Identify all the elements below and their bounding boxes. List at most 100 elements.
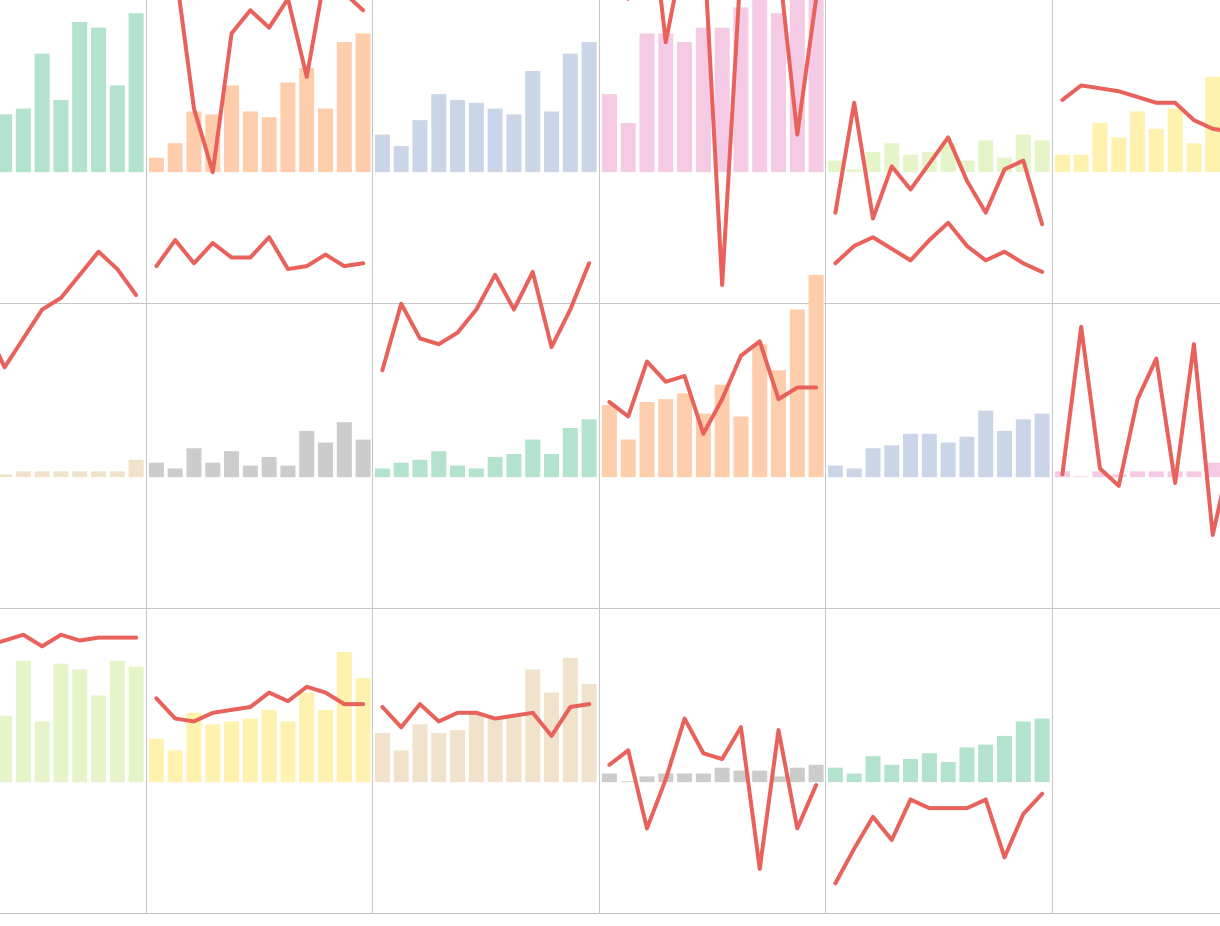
chart-panel-2[interactable]: [373, 0, 600, 304]
bar[interactable]: [903, 154, 919, 173]
bar[interactable]: [1110, 137, 1126, 173]
line-series[interactable]: [380, 261, 592, 373]
bar[interactable]: [317, 442, 333, 478]
bar[interactable]: [601, 773, 617, 783]
chart-panel-4[interactable]: [826, 0, 1053, 304]
bar[interactable]: [978, 140, 994, 173]
line-series[interactable]: [1059, 324, 1220, 541]
bar[interactable]: [242, 465, 258, 478]
bar[interactable]: [827, 160, 843, 173]
bar[interactable]: [1015, 721, 1031, 783]
bar[interactable]: [1073, 476, 1089, 478]
chart-panel-6[interactable]: [0, 249, 147, 609]
bar[interactable]: [506, 454, 522, 478]
bar[interactable]: [884, 445, 900, 478]
bar[interactable]: [789, 309, 805, 478]
bar[interactable]: [562, 657, 578, 783]
bar[interactable]: [261, 709, 277, 783]
bar[interactable]: [72, 471, 88, 478]
line-series[interactable]: [0, 249, 139, 443]
bar[interactable]: [412, 120, 428, 173]
bar[interactable]: [695, 27, 711, 173]
chart-panel-12[interactable]: [0, 609, 147, 914]
chart-panel-15[interactable]: [599, 609, 826, 914]
bar[interactable]: [53, 663, 69, 783]
bar[interactable]: [91, 27, 107, 173]
bar[interactable]: [450, 465, 466, 478]
bar[interactable]: [242, 111, 258, 173]
line-series[interactable]: [833, 220, 1045, 274]
bar[interactable]: [53, 471, 69, 478]
bar[interactable]: [562, 428, 578, 478]
bar[interactable]: [921, 753, 937, 783]
bar[interactable]: [91, 471, 107, 478]
bar[interactable]: [506, 715, 522, 783]
chart-panel-16[interactable]: [826, 609, 1053, 914]
bar[interactable]: [751, 770, 767, 783]
bar[interactable]: [393, 146, 409, 173]
bar[interactable]: [657, 33, 673, 173]
bar[interactable]: [148, 157, 164, 173]
bar[interactable]: [167, 143, 183, 173]
bar[interactable]: [1073, 154, 1089, 173]
bar[interactable]: [298, 692, 314, 783]
bar[interactable]: [1034, 413, 1050, 478]
bar[interactable]: [525, 669, 541, 783]
bar[interactable]: [959, 747, 975, 783]
line-series[interactable]: [153, 235, 365, 272]
bar[interactable]: [638, 33, 654, 173]
bar[interactable]: [638, 402, 654, 478]
bar[interactable]: [581, 42, 597, 173]
bar[interactable]: [148, 462, 164, 478]
bar[interactable]: [242, 718, 258, 783]
bar[interactable]: [978, 744, 994, 783]
bar[interactable]: [468, 712, 484, 783]
bar[interactable]: [1185, 471, 1201, 478]
bar[interactable]: [865, 151, 881, 173]
bar[interactable]: [185, 448, 201, 478]
bar[interactable]: [336, 422, 352, 478]
bar[interactable]: [15, 660, 31, 783]
bar[interactable]: [468, 102, 484, 173]
chart-panel-9[interactable]: [599, 274, 826, 609]
bar[interactable]: [374, 468, 390, 478]
bar[interactable]: [827, 465, 843, 478]
bar[interactable]: [808, 0, 824, 173]
bar[interactable]: [204, 724, 220, 783]
bar[interactable]: [298, 430, 314, 478]
bar[interactable]: [884, 764, 900, 783]
bar[interactable]: [393, 750, 409, 783]
bar[interactable]: [1091, 123, 1107, 173]
bar[interactable]: [770, 13, 786, 173]
bar[interactable]: [355, 439, 371, 478]
bar[interactable]: [279, 721, 295, 783]
bar[interactable]: [450, 99, 466, 173]
bar[interactable]: [714, 767, 730, 783]
line-series[interactable]: [156, 0, 365, 175]
line-series[interactable]: [606, 339, 818, 436]
bar[interactable]: [808, 274, 824, 478]
bar[interactable]: [846, 468, 862, 478]
bar[interactable]: [72, 21, 88, 173]
chart-panel-8[interactable]: [373, 261, 600, 609]
bar[interactable]: [1034, 140, 1050, 173]
chart-panel-3[interactable]: [599, 0, 826, 304]
bar[interactable]: [865, 756, 881, 783]
bar[interactable]: [487, 718, 503, 783]
bar[interactable]: [525, 70, 541, 173]
bar[interactable]: [751, 0, 767, 173]
bar[interactable]: [336, 42, 352, 173]
bar[interactable]: [978, 410, 994, 478]
bar[interactable]: [1129, 471, 1145, 478]
bar[interactable]: [317, 108, 333, 173]
bar[interactable]: [128, 666, 144, 783]
bar[interactable]: [0, 474, 13, 478]
bar[interactable]: [884, 143, 900, 173]
bar[interactable]: [109, 471, 125, 478]
bar[interactable]: [751, 344, 767, 478]
bar[interactable]: [525, 439, 541, 478]
bar[interactable]: [544, 111, 560, 173]
bar[interactable]: [1204, 76, 1220, 173]
bar[interactable]: [940, 761, 956, 783]
bar[interactable]: [1034, 718, 1050, 783]
